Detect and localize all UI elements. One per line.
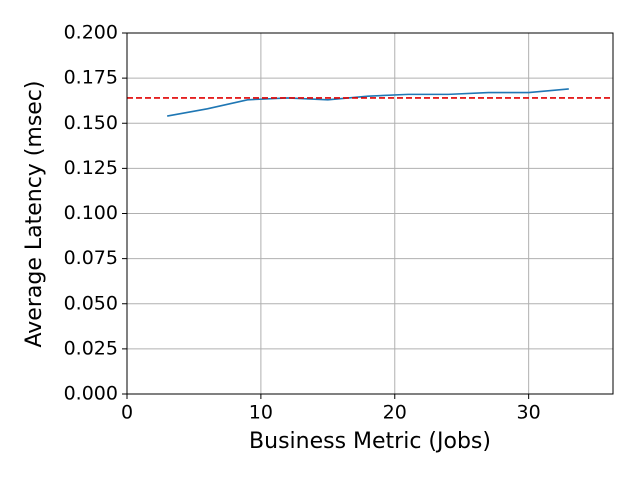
x-tick-label: 10: [249, 402, 273, 424]
y-tick-label: 0.025: [64, 337, 118, 359]
y-tick-label: 0.125: [64, 157, 118, 179]
y-axis-label: Average Latency (msec): [22, 81, 47, 348]
y-tick-label: 0.000: [64, 383, 118, 405]
x-axis-label: Business Metric (Jobs): [249, 429, 491, 454]
x-tick-label: 0: [121, 402, 133, 424]
x-tick-label: 20: [383, 402, 407, 424]
plot-frame: [126, 32, 614, 395]
y-tick-label: 0.200: [64, 22, 118, 44]
y-tick-label: 0.075: [64, 247, 118, 269]
y-tick-label: 0.100: [64, 202, 118, 224]
y-tick-label: 0.175: [64, 67, 118, 89]
y-tick-label: 0.050: [64, 292, 118, 314]
y-tick-label: 0.150: [64, 112, 118, 134]
data-line: [167, 88, 569, 117]
x-tick-label: 30: [517, 402, 541, 424]
